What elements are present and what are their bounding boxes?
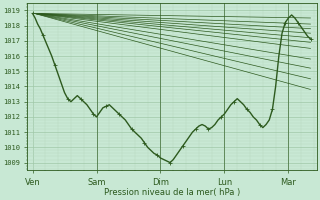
X-axis label: Pression niveau de la mer( hPa ): Pression niveau de la mer( hPa ): [104, 188, 240, 197]
